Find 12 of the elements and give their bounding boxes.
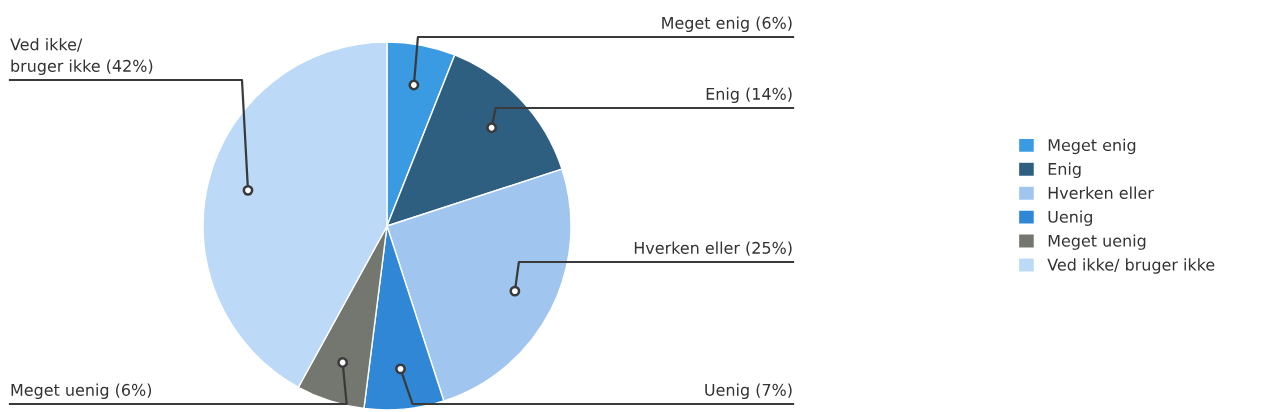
data-label: Meget enig (6%): [662, 16, 792, 32]
legend-label: Hverken eller: [1048, 186, 1154, 199]
data-label: Hverken eller (25%): [634, 241, 792, 256]
legend-label: Meget uenig: [1048, 234, 1146, 250]
legend-label: Uenig: [1048, 210, 1092, 226]
data-label: Meget uenig (6%): [11, 383, 152, 399]
data-label: Enig (14%): [706, 87, 792, 103]
data-label: Uenig (7%): [705, 383, 792, 399]
legend-label: Enig: [1048, 162, 1081, 179]
data-label: Ved ikke/ bruger ikke (42%): [10, 38, 153, 75]
legend-label: Meget enig: [1048, 138, 1136, 155]
legend-label: Ved ikke/ bruger ikke: [1047, 258, 1215, 274]
